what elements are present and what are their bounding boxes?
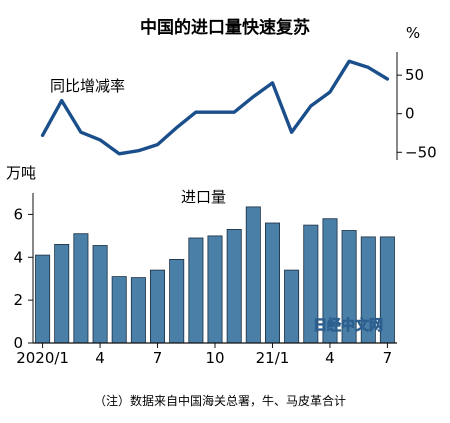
bar-series-label: 进口量 [181,188,226,206]
bar-unit-label: 万吨 [6,164,36,182]
bar [92,245,108,344]
bar-y-tick-label: 2 [13,291,23,309]
bar-x-tick-label: 7 [153,349,163,367]
footnote: （注）数据来自中国海关总署，牛、马皮革合计 [94,393,346,408]
bar [245,206,261,344]
bar-x-tick-label: 2020/1 [16,349,69,367]
bar-x-tick-label: 4 [325,349,335,367]
bar [169,258,185,344]
bar [54,243,70,344]
line-unit-label: % [406,24,420,42]
bar [35,254,51,344]
line-y-tick-label: 0 [405,105,415,123]
bar [284,269,300,344]
bar-y-tick-label: 6 [13,205,23,223]
bar [73,233,89,344]
bar-x-tick-label: 10 [205,349,224,367]
bar-x-tick-label: 7 [383,349,393,367]
bar-y-tick-label: 0 [13,334,23,352]
bar-x-tick-label: 21/1 [256,349,290,367]
bar [111,276,127,344]
line-series-path [40,59,390,156]
line-series-label: 同比增减率 [50,77,125,95]
bar-x-tick-label: 4 [95,349,105,367]
line-y-tick-label: −50 [405,143,437,161]
line-y-tick-label: 50 [405,66,424,84]
line-plot: 50 0 −50 [40,52,437,161]
chart-title: 中国的进口量快速复苏 [140,17,310,38]
bar [226,228,242,344]
bar [149,269,165,344]
bar [264,222,280,344]
bar-plot: 0 2 4 6 2020/1 4 7 10 21/1 4 7 [13,193,397,367]
watermark: 日经中文网 [313,317,383,334]
bar [207,235,223,344]
bar [130,277,146,344]
bar-y-tick-label: 4 [13,248,23,266]
bar [188,237,204,344]
